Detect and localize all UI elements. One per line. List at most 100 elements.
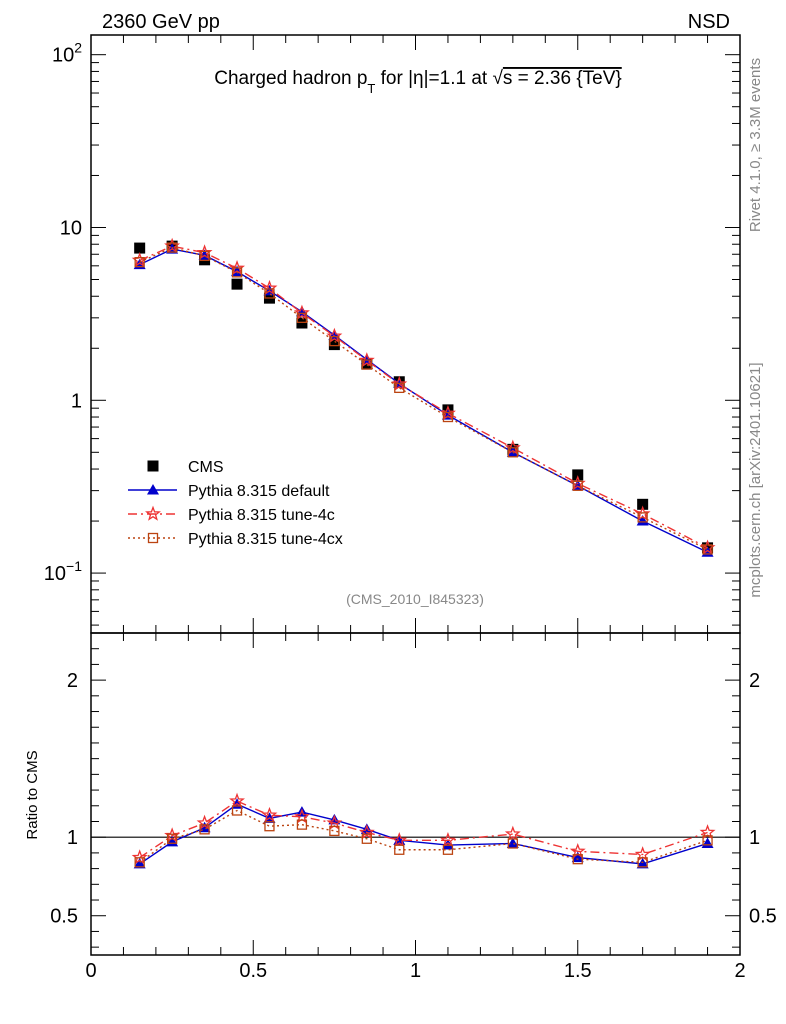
x-tick-label: 1.5 <box>564 960 592 982</box>
ratio-point-pythia-8-315-tune-4c <box>131 849 148 865</box>
data-point-cms <box>134 242 146 254</box>
data-point-cms <box>637 498 649 510</box>
data-point-pythia-8-315-tune-4cx <box>572 480 583 491</box>
data-point-cms <box>231 278 243 290</box>
legend-entry-pythia-8-315-default: Pythia 8.315 default <box>128 483 330 500</box>
ratio-y-tick-label-right: 2 <box>749 670 760 692</box>
data-point-pythia-8-315-default <box>636 515 649 526</box>
ratio-point-pythia-8-315-tune-4c <box>358 824 375 840</box>
title-part-a: Charged hadron p <box>214 68 367 89</box>
ratio-point-pythia-8-315-tune-4cx <box>296 819 308 830</box>
title-subscript: T <box>367 81 375 96</box>
data-point-pythia-8-315-tune-4c <box>229 259 246 276</box>
series-line-pythia-8-315-tune-4c <box>139 245 708 549</box>
title-root: √ <box>492 68 503 89</box>
ratio-point-pythia-8-315-default <box>506 837 519 848</box>
ratio-y-tick-label-left: 2 <box>67 670 78 692</box>
data-point-pythia-8-315-tune-4cx <box>637 512 648 523</box>
title-part-b: for |η|=1.1 at <box>375 68 492 89</box>
legend-entry-pythia-8-315-tune-4cx: Pythia 8.315 tune-4cx <box>128 531 343 548</box>
ratio-y-tick-label-right: 0.5 <box>749 906 777 928</box>
data-point-pythia-8-315-tune-4c <box>439 404 456 421</box>
ratio-point-pythia-8-315-tune-4cx <box>231 805 243 816</box>
data-point-cms <box>296 317 308 329</box>
data-point-pythia-8-315-tune-4cx <box>442 411 454 423</box>
data-point-pythia-8-315-tune-4c <box>504 439 521 455</box>
ratio-point-pythia-8-315-tune-4c <box>261 806 278 822</box>
main-plot-title: Charged hadron pT for |η|=1.1 at √s = 2.… <box>214 68 622 96</box>
legend-label-pythia-8-315-default: Pythia 8.315 default <box>188 483 330 500</box>
data-point-pythia-8-315-tune-4cx <box>361 359 372 370</box>
data-point-pythia-8-315-tune-4cx <box>296 312 308 323</box>
x-tick-label: 1 <box>410 960 421 982</box>
ratio-y-axis-label: Ratio to CMS <box>24 750 41 839</box>
ratio-line-pythia-8-315-default <box>139 803 708 865</box>
ratio-y-tick-label-left: 1 <box>67 827 78 849</box>
series-pythia-8-315-tune-4cx <box>134 242 713 555</box>
ratio-y-tick-label-left: 0.5 <box>50 906 78 928</box>
ratio-point-pythia-8-315-tune-4c <box>391 831 408 848</box>
main-y-tick-label-base: 10 <box>44 563 66 585</box>
ratio-point-pythia-8-315-tune-4cx <box>199 824 210 835</box>
ratio-y-tick-labels: 0.5 0.5 1 1 2 2 <box>50 670 777 928</box>
ratio-point-pythia-8-315-tune-4cx <box>702 835 713 846</box>
main-y-tick-label: 102 <box>52 40 82 67</box>
data-point-pythia-8-315-tune-4cx <box>134 257 145 268</box>
legend-entry-cms: CMS <box>147 459 224 476</box>
ratio-point-pythia-8-315-tune-4c <box>504 825 521 841</box>
data-point-pythia-8-315-tune-4cx <box>507 447 519 458</box>
legend-label-pythia-8-315-tune-4c: Pythia 8.315 tune-4c <box>188 507 335 524</box>
ratio-line-pythia-8-315-tune-4c <box>139 800 708 859</box>
data-point-pythia-8-315-tune-4cx <box>199 250 210 262</box>
main-y-tick-label-exponent: −1 <box>66 558 82 574</box>
ratio-point-pythia-8-315-tune-4cx <box>637 857 648 868</box>
main-y-tick-label-base: 1 <box>71 390 82 412</box>
main-y-tick-label: 10 <box>60 217 82 239</box>
legend-marker-pythia-8-315-default <box>147 484 159 495</box>
data-point-pythia-8-315-default <box>506 446 519 457</box>
ratio-point-pythia-8-315-tune-4cx <box>572 854 583 865</box>
x-tick-label: 2 <box>734 960 745 982</box>
ratio-point-pythia-8-315-default <box>133 857 146 869</box>
data-point-pythia-8-315-tune-4c <box>261 279 278 296</box>
data-point-cms <box>572 469 584 481</box>
ratio-point-pythia-8-315-tune-4cx <box>442 844 454 855</box>
data-point-pythia-8-315-tune-4c <box>326 327 343 343</box>
data-point-pythia-8-315-tune-4cx <box>702 544 713 555</box>
ratio-point-pythia-8-315-default <box>636 857 649 869</box>
main-y-tick-label-base: 10 <box>60 217 82 239</box>
data-point-pythia-8-315-tune-4c <box>196 244 213 260</box>
ratio-y-tick-label-right: 1 <box>749 827 760 849</box>
data-point-pythia-8-315-tune-4cx <box>264 288 275 299</box>
ratio-series-pythia-8-315-tune-4cx <box>134 805 713 868</box>
ratio-point-pythia-8-315-default <box>360 823 373 834</box>
ratio-point-pythia-8-315-tune-4c <box>634 846 651 862</box>
data-point-pythia-8-315-tune-4cx <box>231 267 243 278</box>
ratio-plot: 0.5 0.5 1 1 2 2 0 0.5 1 1.5 2 Ratio to CMS <box>24 632 777 982</box>
legend-entry-pythia-8-315-tune-4c: Pythia 8.315 tune-4c <box>128 505 335 524</box>
data-point-pythia-8-315-tune-4c <box>391 375 408 391</box>
ratio-point-pythia-8-315-tune-4c <box>569 842 586 859</box>
reference-label: (CMS_2010_I845323) <box>346 591 484 607</box>
title-part-c: s = 2.36 {TeV} <box>503 68 622 89</box>
ratio-point-pythia-8-315-default <box>441 839 454 850</box>
x-tick-label: 0.5 <box>239 960 267 982</box>
ratio-point-pythia-8-315-tune-4cx <box>507 838 519 849</box>
main-y-tick-label: 10−1 <box>44 558 82 585</box>
x-tick-label: 0 <box>85 960 96 982</box>
ratio-series-group <box>91 792 740 869</box>
ratio-point-pythia-8-315-default <box>571 851 584 863</box>
ratio-series-pythia-8-315-tune-4c <box>131 792 716 865</box>
ratio-point-pythia-8-315-tune-4c <box>699 824 716 840</box>
ratio-point-pythia-8-315-tune-4cx <box>361 833 372 844</box>
data-point-cms <box>328 339 340 351</box>
rivet-label: Rivet 4.1.0, ≥ 3.3M events <box>747 58 764 232</box>
ratio-point-pythia-8-315-tune-4cx <box>166 833 178 844</box>
main-axis-ticks <box>90 35 741 633</box>
data-point-pythia-8-315-tune-4cx <box>394 382 405 394</box>
legend-label-cms: CMS <box>188 459 224 476</box>
ratio-point-pythia-8-315-tune-4cx <box>329 825 340 837</box>
